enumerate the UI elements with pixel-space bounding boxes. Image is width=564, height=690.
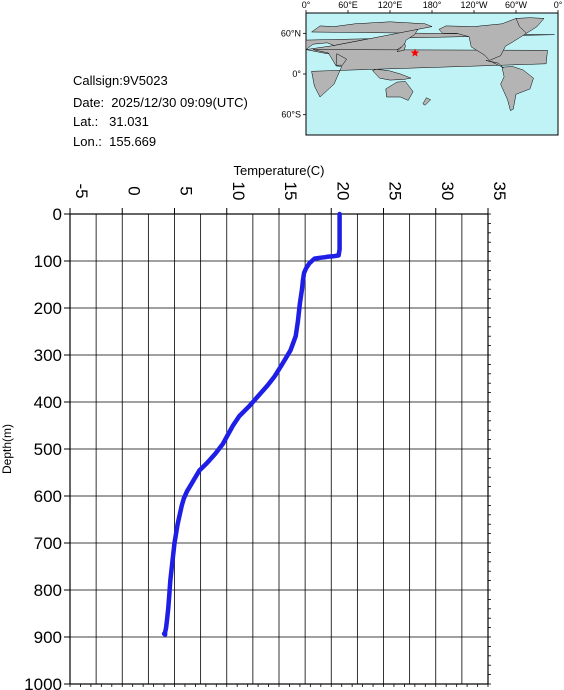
land-mass (422, 97, 432, 106)
map-lat-label: 60°N (281, 28, 301, 38)
x-tick-label: 25 (386, 182, 405, 201)
plot-frame (69, 213, 489, 685)
y-tick-label: 900 (34, 628, 62, 647)
map-lon-label: 60°E (338, 0, 358, 10)
y-tick-label: 0 (53, 205, 62, 224)
map-lon-label: 0° (554, 0, 563, 10)
map-lon-label: 60°W (505, 0, 528, 10)
temperature-profile-line (161, 211, 342, 637)
map-lon-label: 120°W (460, 0, 488, 10)
x-tick-label: -5 (72, 183, 91, 198)
land-mass (438, 18, 538, 61)
map-lon-label: 0° (302, 0, 311, 10)
y-tick-labels: 0 100 200 300 400 500 600 700 800 900 1000 (24, 205, 62, 690)
land-mass (500, 66, 534, 111)
land-mass (515, 17, 545, 34)
y-axis-title: Depth(m) (0, 424, 14, 474)
map-lat-label: 0° (292, 69, 301, 79)
land-mass (396, 42, 406, 52)
x-tick-label: 10 (229, 182, 248, 201)
y-tick-label: 700 (34, 534, 62, 553)
longitude-text: Lon.: 155.669 (73, 134, 157, 149)
map-lat-label: 60°S (281, 110, 301, 120)
map-land (305, 17, 555, 135)
x-tick-label: 35 (490, 182, 509, 201)
x-tick-label: 30 (438, 182, 457, 201)
latitude-text: Lat.: 31.031 (73, 114, 149, 129)
y-tick-label: 500 (34, 440, 62, 459)
temperature-depth-chart: -5 0 5 10 15 20 25 30 35 0 100 200 300 400 500 600 700 8… (0, 163, 509, 690)
date-text: Date: 2025/12/30 09:09(UTC) (73, 95, 248, 110)
y-tick-label: 600 (34, 487, 62, 506)
world-map: 0° 60°E 120°E 180° 120°W 60°W 0° 60°N 0° 60°S (281, 0, 563, 136)
map-lon-label: 180° (423, 0, 442, 10)
y-tick-label: 100 (34, 252, 62, 271)
position-marker (410, 48, 420, 57)
y-tick-label: 200 (34, 299, 62, 318)
land-mass (485, 60, 504, 69)
x-tick-labels: -5 0 5 10 15 20 25 30 35 (72, 182, 509, 201)
x-axis-title: Temperature(C) (233, 163, 324, 178)
y-tick-label: 800 (34, 581, 62, 600)
map-graticule-labels: 0° 60°E 120°E 180° 120°W 60°W 0° 60°N 0° 60°S (281, 0, 563, 120)
land-mass (311, 49, 548, 98)
map-lon-label: 120°E (378, 0, 403, 10)
x-tick-label: 0 (124, 186, 143, 195)
land-mass (385, 81, 414, 101)
y-tick-label: 300 (34, 346, 62, 365)
land-mass (372, 69, 412, 81)
x-tick-label: 5 (177, 186, 196, 195)
y-tick-label: 1000 (24, 675, 62, 690)
x-tick-label: 15 (281, 182, 300, 201)
x-tick-label: 20 (333, 182, 352, 201)
y-tick-label: 400 (34, 393, 62, 412)
callsign-text: Callsign:9V5023 (73, 73, 168, 88)
land-mass (335, 53, 347, 66)
